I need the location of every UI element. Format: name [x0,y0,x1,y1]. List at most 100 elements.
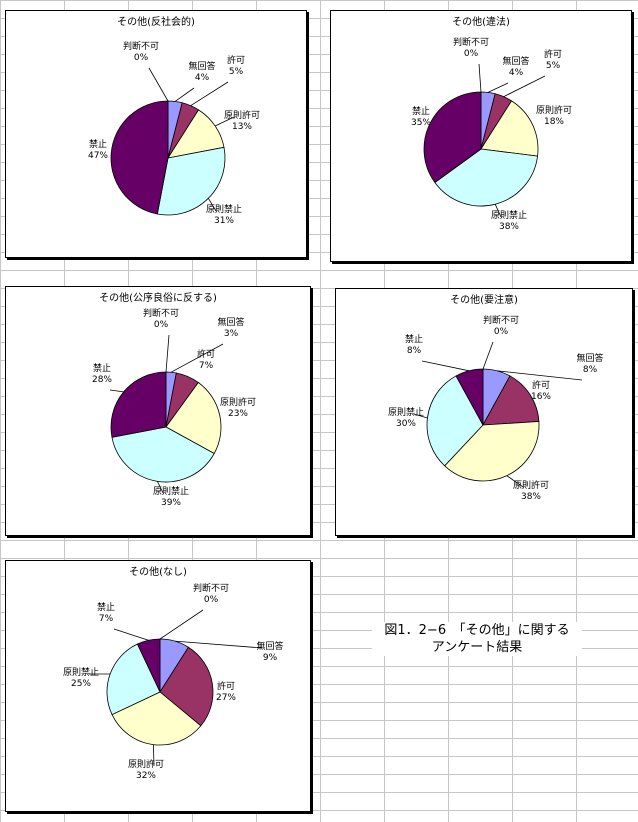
pie-slice [423,91,482,184]
pie-chart: その他(要注意)判断不可0%無回答8%許可16%原則許可38%原則禁止30%禁止… [388,293,604,502]
slice-label: 禁止 [93,362,111,374]
slice-label: 許可 [532,379,550,391]
slice-label: 原則禁止 [153,485,189,497]
slice-label: 判断不可 [143,307,179,319]
slice-percent-label: 8% [407,346,422,356]
slice-label: 無回答 [256,640,283,652]
figure-caption: 図1．2−6 「その他」に関する アンケート結果 [372,622,582,656]
slice-label: 許可 [217,680,235,692]
slice-percent-label: 38% [521,492,541,502]
slice-label: 原則許可 [224,109,260,121]
pie-slice [111,691,202,746]
pie-slice [159,646,214,727]
slice-label: 禁止 [412,105,430,117]
leader-line [482,341,494,370]
leader-line [487,82,509,93]
slice-label: 禁止 [89,138,107,150]
pie-slice [480,100,539,157]
slice-label: 無回答 [188,60,215,72]
slice-label: 原則禁止 [388,406,424,418]
slice-percent-label: 23% [228,409,248,419]
slice-percent-label: 5% [229,67,244,77]
leader-line [478,63,482,93]
leader-line [157,481,164,494]
slice-percent-label: 31% [214,216,234,226]
slice-percent-label: 28% [92,375,112,385]
pie-slice [106,643,161,716]
slice-percent-label: 5% [546,61,561,71]
leader-line [159,609,204,640]
slice-percent-label: 0% [154,320,169,330]
pie-chart-panel: その他(要注意) 判断不可 0% 無回答 8% 許可 16% 原則許可 38% 原則禁止 30% 禁止… [335,288,633,536]
leader-line [113,628,149,641]
slice-percent-label: 4% [509,68,524,78]
slice-label: 原則禁止 [491,209,527,221]
slice-percent-label: 4% [195,73,210,83]
leader-line [171,343,224,373]
slice-label: 判断不可 [483,314,519,326]
slice-label: 原則禁止 [206,203,242,215]
pie-slice [482,375,540,426]
pie-slice [426,375,484,467]
chart-title: その他(要注意) [450,293,518,306]
pie-slice [165,381,222,455]
leader-line [494,204,502,218]
slice-label: 許可 [197,348,215,360]
slice-percent-label: 0% [464,49,479,59]
leader-line [190,81,229,107]
slice-percent-label: 0% [134,53,149,63]
leader-line [165,334,170,373]
leader-line [174,87,195,102]
leader-line [148,67,169,102]
leader-line [214,116,235,127]
slice-percent-label: 32% [136,771,156,781]
leader-line [207,198,217,212]
caption-line-1: 図1．2−6 「その他」に関する [384,623,570,638]
slice-label: 原則許可 [536,104,572,116]
pie-slice [110,371,167,438]
slice-percent-label: 18% [544,117,564,127]
slice-percent-label: 38% [499,222,519,232]
pie-chart-panel: その他(公序良俗に反する) 判断不可 0% 無回答 3% 許可 7% 原則許可 23% 原則禁止 3… [5,286,311,536]
leader-line [413,413,428,419]
slice-percent-label: 27% [216,693,236,703]
slice-percent-label: 7% [99,614,114,624]
slice-percent-label: 8% [583,365,598,375]
leader-line [506,475,524,488]
slice-label: 許可 [544,48,562,60]
leader-line [503,75,546,98]
slice-percent-label: 7% [199,361,214,371]
slice-percent-label: 35% [411,118,431,128]
slice-label: 原則禁止 [63,666,99,678]
slice-percent-label: 13% [232,122,252,132]
pie-slice [110,100,169,215]
chart-title: その他(反社会的) [117,15,195,28]
slice-label: 無回答 [217,316,244,328]
slice-label: 無回答 [576,352,603,364]
pie-chart-panel: その他(反社会的) 判断不可 0% 無回答 4% 許可 5% 原則許可 13% 原則禁止 31% 禁止… [5,10,307,258]
slice-percent-label: 39% [161,498,181,508]
slice-label: 判断不可 [123,40,159,52]
slice-percent-label: 30% [396,419,416,429]
slice-label: 許可 [227,54,245,66]
slice-label: 判断不可 [453,36,489,48]
leader-line [174,640,263,649]
leader-line [109,389,124,393]
slice-label: 判断不可 [193,582,229,594]
slice-label: 禁止 [405,333,423,345]
leader-line [153,744,155,767]
slice-label: 原則許可 [128,758,164,770]
chart-title: その他(違法) [452,15,510,28]
pie-chart-panel: その他(なし) 判断不可 0% 無回答 9% 許可 27% 原則許可 32% 原則禁止 25% 禁止 7… [5,560,311,812]
slice-percent-label: 25% [71,679,91,689]
leader-line [421,360,470,372]
slice-percent-label: 16% [531,392,551,402]
pie-slice [434,148,538,207]
pie-chart-panel: その他(違法) 判断不可 0% 無回答 4% 許可 5% 原則許可 18% 原則禁止 38% 禁止 35… [330,10,632,262]
chart-title: その他(なし) [129,565,187,578]
slice-label: 禁止 [97,601,115,613]
slice-label: 原則許可 [513,479,549,491]
